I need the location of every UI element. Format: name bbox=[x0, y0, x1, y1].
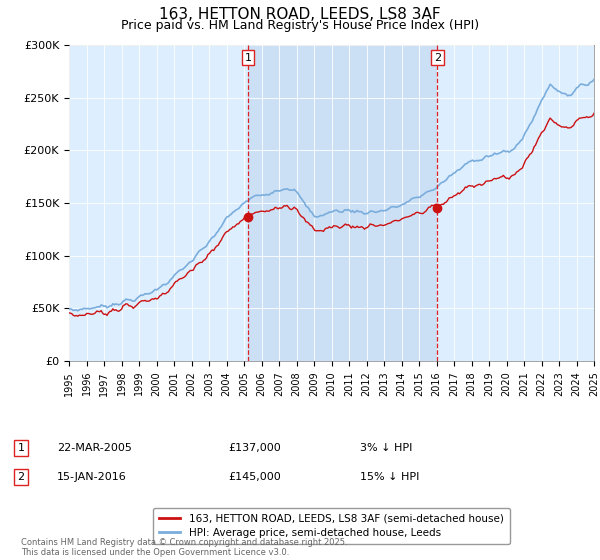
Text: 3% ↓ HPI: 3% ↓ HPI bbox=[360, 443, 412, 453]
Text: 15% ↓ HPI: 15% ↓ HPI bbox=[360, 472, 419, 482]
Text: 2: 2 bbox=[434, 53, 441, 63]
Text: Price paid vs. HM Land Registry's House Price Index (HPI): Price paid vs. HM Land Registry's House … bbox=[121, 19, 479, 32]
Text: £137,000: £137,000 bbox=[228, 443, 281, 453]
Bar bbox=[248, 45, 437, 361]
Text: 22-MAR-2005: 22-MAR-2005 bbox=[57, 443, 132, 453]
Legend: 163, HETTON ROAD, LEEDS, LS8 3AF (semi-detached house), HPI: Average price, semi: 163, HETTON ROAD, LEEDS, LS8 3AF (semi-d… bbox=[153, 507, 510, 544]
Text: 1: 1 bbox=[244, 53, 251, 63]
Text: 163, HETTON ROAD, LEEDS, LS8 3AF: 163, HETTON ROAD, LEEDS, LS8 3AF bbox=[159, 7, 441, 22]
Text: 15-JAN-2016: 15-JAN-2016 bbox=[57, 472, 127, 482]
Text: 2: 2 bbox=[17, 472, 25, 482]
Text: 1: 1 bbox=[17, 443, 25, 453]
Text: Contains HM Land Registry data © Crown copyright and database right 2025.
This d: Contains HM Land Registry data © Crown c… bbox=[21, 538, 347, 557]
Text: £145,000: £145,000 bbox=[228, 472, 281, 482]
